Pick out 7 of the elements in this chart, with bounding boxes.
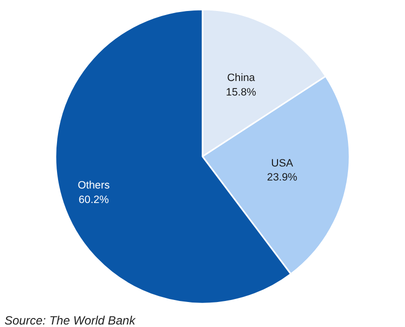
- slice-label: Others: [78, 180, 110, 192]
- data-label: 60.2%: [78, 194, 110, 206]
- slice-label: USA: [271, 157, 294, 170]
- source-note: Source: The World Bank: [4, 314, 136, 327]
- slice-label: China: [227, 72, 256, 84]
- data-label: 15.8%: [226, 86, 257, 99]
- data-label: 23.9%: [267, 172, 298, 184]
